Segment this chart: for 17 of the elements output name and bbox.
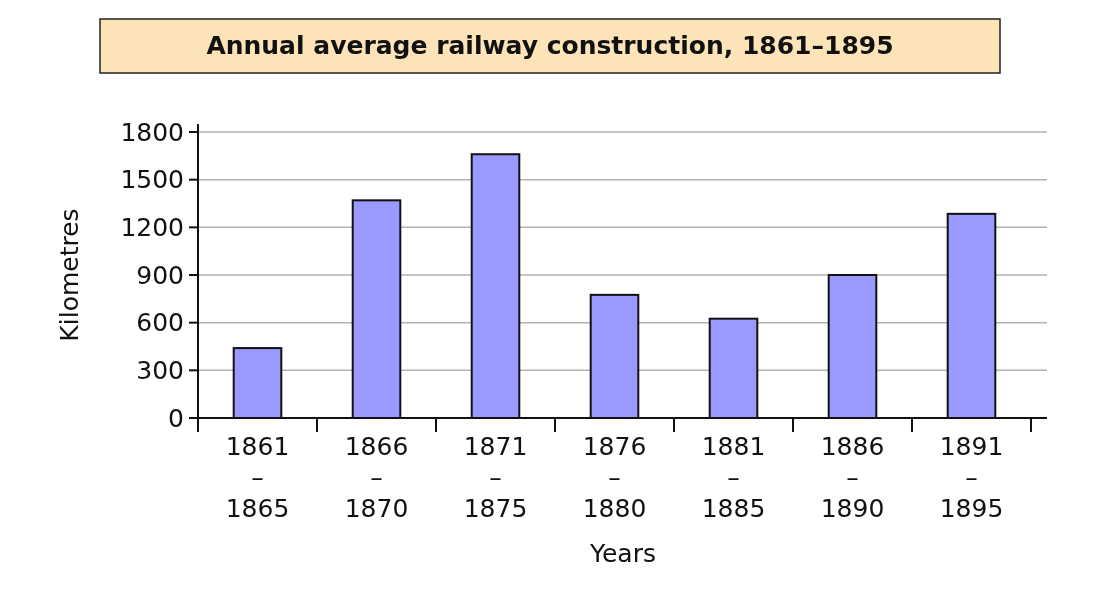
x-tick-label: 1861–1865 xyxy=(225,432,290,523)
y-tick-label: 1500 xyxy=(120,165,184,195)
x-tick-label: 1866–1870 xyxy=(344,432,409,523)
y-tick-label: 1200 xyxy=(120,213,184,243)
chart-title: Annual average railway construction, 1861–1895 xyxy=(206,31,894,60)
x-tick-label: 1886–1890 xyxy=(820,432,885,523)
x-tick-label: 1891–1895 xyxy=(939,432,1004,523)
y-tick-label: 1800 xyxy=(120,117,184,147)
x-tick-label: 1881–1885 xyxy=(701,432,766,523)
x-axis-title: Years xyxy=(589,539,656,568)
y-tick-label: 0 xyxy=(168,403,184,433)
y-tick-label: 900 xyxy=(136,260,184,290)
x-tick-label: 1876–1880 xyxy=(582,432,647,523)
y-tick-label: 300 xyxy=(136,356,184,386)
x-tick-label: 1871–1875 xyxy=(463,432,528,523)
y-tick-label: 600 xyxy=(136,308,184,338)
y-axis-title: Kilometres xyxy=(55,208,84,342)
